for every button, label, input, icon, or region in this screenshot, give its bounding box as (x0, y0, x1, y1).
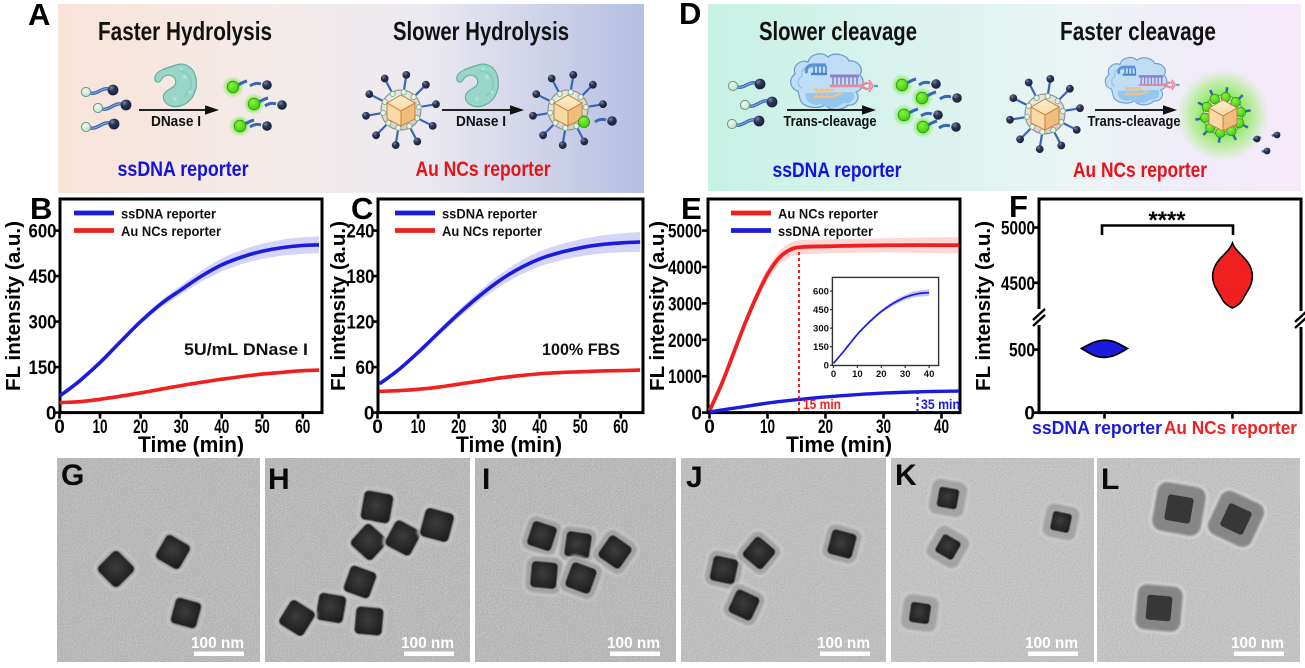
svg-text:600: 600 (29, 222, 57, 243)
svg-text:0: 0 (704, 417, 715, 438)
svg-text:5000: 5000 (1001, 219, 1035, 240)
svg-text:Au NCs reporter: Au NCs reporter (1073, 159, 1207, 182)
svg-text:180: 180 (347, 267, 375, 288)
svg-text:10: 10 (93, 417, 108, 438)
svg-text:ssDNA reporter: ssDNA reporter (442, 206, 537, 222)
svg-text:40: 40 (934, 417, 949, 438)
svg-text:Trans-cleavage: Trans-cleavage (784, 113, 877, 130)
svg-text:Au NCs reporter: Au NCs reporter (121, 223, 222, 239)
svg-text:500: 500 (1009, 341, 1035, 362)
svg-text:0: 0 (691, 404, 702, 425)
svg-text:I: I (482, 463, 490, 496)
svg-text:0: 0 (46, 404, 57, 425)
svg-text:100 nm: 100 nm (191, 635, 244, 652)
svg-text:100% FBS: 100% FBS (542, 341, 620, 359)
svg-text:40: 40 (532, 417, 547, 438)
svg-text:Faster cleavage: Faster cleavage (1060, 16, 1216, 46)
svg-text:4000: 4000 (668, 258, 702, 279)
svg-text:ssDNA reporter: ssDNA reporter (1032, 417, 1162, 438)
svg-text:100 nm: 100 nm (1231, 635, 1284, 652)
svg-text:20: 20 (451, 417, 466, 438)
svg-text:10: 10 (411, 417, 426, 438)
svg-text:Time (min): Time (min) (786, 432, 892, 457)
svg-text:ssDNA reporter: ssDNA reporter (778, 223, 873, 239)
svg-text:5U/mL DNase I: 5U/mL DNase I (184, 341, 308, 359)
svg-text:10: 10 (852, 369, 863, 380)
svg-text:100 nm: 100 nm (607, 635, 660, 652)
svg-text:450: 450 (29, 267, 57, 288)
svg-text:Faster Hydrolysis: Faster Hydrolysis (98, 16, 272, 46)
svg-text:50: 50 (573, 417, 588, 438)
svg-text:30: 30 (876, 417, 891, 438)
svg-text:Slower Hydrolysis: Slower Hydrolysis (393, 16, 569, 46)
svg-text:F: F (1009, 189, 1028, 224)
svg-text:300: 300 (813, 324, 829, 335)
svg-text:4500: 4500 (1001, 274, 1035, 295)
svg-text:30: 30 (900, 369, 911, 380)
svg-text:0: 0 (372, 417, 383, 438)
svg-text:40: 40 (924, 369, 935, 380)
svg-text:3000: 3000 (668, 294, 702, 315)
svg-text:0: 0 (831, 369, 836, 380)
svg-text:450: 450 (813, 305, 829, 316)
svg-text:Au NCs reporter: Au NCs reporter (1164, 417, 1297, 438)
svg-text:100 nm: 100 nm (401, 635, 454, 652)
svg-text:****: **** (1149, 207, 1187, 234)
svg-text:100 nm: 100 nm (1025, 635, 1078, 652)
svg-text:40: 40 (214, 417, 229, 438)
svg-text:300: 300 (29, 313, 57, 334)
svg-text:0: 0 (1024, 404, 1035, 425)
svg-text:5000: 5000 (668, 222, 702, 243)
svg-text:Trans-cleavage: Trans-cleavage (1088, 113, 1181, 130)
svg-text:ssDNA reporter: ssDNA reporter (121, 206, 216, 222)
svg-text:ssDNA reporter: ssDNA reporter (773, 159, 902, 182)
svg-text:A: A (28, 0, 50, 32)
svg-text:ssDNA reporter: ssDNA reporter (118, 158, 249, 181)
svg-text:FL intensity (a.u.): FL intensity (a.u.) (327, 221, 350, 391)
svg-text:30: 30 (174, 417, 189, 438)
svg-text:Time (min): Time (min) (138, 432, 244, 457)
svg-text:150: 150 (29, 358, 57, 379)
svg-text:20: 20 (818, 417, 833, 438)
svg-text:Slower cleavage: Slower cleavage (759, 16, 917, 46)
svg-text:C: C (351, 191, 373, 226)
svg-text:60: 60 (295, 417, 310, 438)
svg-text:10: 10 (760, 417, 775, 438)
svg-text:D: D (679, 0, 701, 31)
svg-text:20: 20 (133, 417, 148, 438)
svg-text:J: J (686, 461, 703, 494)
svg-text:35 min: 35 min (921, 396, 960, 412)
svg-text:L: L (1101, 463, 1119, 496)
svg-text:120: 120 (347, 313, 375, 334)
svg-text:60: 60 (356, 358, 375, 379)
svg-text:60: 60 (613, 417, 628, 438)
svg-text:DNase I: DNase I (151, 114, 201, 130)
svg-text:30: 30 (492, 417, 507, 438)
svg-text:Time (min): Time (min) (456, 432, 562, 457)
svg-text:DNase I: DNase I (456, 114, 506, 130)
svg-text:FL intensity (a.u.): FL intensity (a.u.) (646, 221, 669, 391)
svg-text:0: 0 (54, 417, 65, 438)
svg-text:0: 0 (824, 361, 829, 372)
svg-text:600: 600 (813, 287, 829, 298)
svg-text:G: G (61, 459, 84, 492)
svg-text:0: 0 (364, 404, 375, 425)
svg-text:2000: 2000 (668, 331, 702, 352)
svg-text:150: 150 (813, 342, 829, 353)
svg-text:15 min: 15 min (803, 396, 841, 412)
svg-text:Au NCs reporter: Au NCs reporter (442, 223, 543, 239)
svg-text:FL intensity (a.u.): FL intensity (a.u.) (2, 221, 25, 391)
svg-text:B: B (30, 191, 52, 226)
svg-text:H: H (268, 463, 290, 496)
svg-text:FL intensity (a.u.): FL intensity (a.u.) (972, 221, 995, 391)
svg-text:K: K (895, 459, 917, 492)
svg-text:20: 20 (876, 369, 887, 380)
svg-text:1000: 1000 (668, 367, 702, 388)
svg-text:50: 50 (255, 417, 270, 438)
svg-text:E: E (681, 191, 702, 226)
svg-text:240: 240 (347, 222, 375, 243)
svg-text:100 nm: 100 nm (817, 635, 870, 652)
svg-text:Au NCs reporter: Au NCs reporter (416, 158, 551, 181)
svg-text:Au NCs reporter: Au NCs reporter (778, 206, 879, 222)
